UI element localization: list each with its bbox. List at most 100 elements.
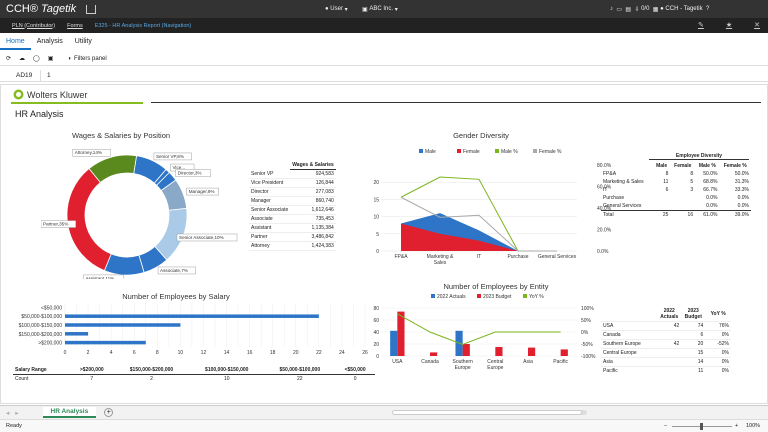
table-cell: Marketing & Sales [603,179,644,185]
y2-tick-label: 40.0% [597,206,612,212]
y-tick-label: $100,000-$150,000 [19,323,63,329]
table-cell: Manager [249,196,291,206]
table-cell: 10 [223,376,230,382]
y-tick-label: 15 [373,197,379,203]
table-cell: 1,135,384 [290,223,336,233]
cloud-icon[interactable]: ☁ [19,56,26,62]
table-cell: Partner [249,232,291,242]
table-cell: 5 [690,179,694,185]
cell-reference[interactable]: AD19 [16,72,33,79]
star-icon[interactable]: ★ [725,22,733,29]
gender-chart-title: Gender Diversity [453,131,509,140]
x-tick-label: FP&A [394,254,408,260]
legend-label: Male [425,149,436,155]
y-tick-label: <$50,000 [41,305,62,311]
donut-label-box [157,266,196,275]
tab-home[interactable]: Home [0,36,31,50]
add-sheet-icon[interactable]: + [104,408,114,417]
x-tick-label: 22 [316,350,322,356]
donut-data-label: Partner,35% [43,222,68,227]
breadcrumb-item[interactable]: PLN (Contributor) [12,22,56,29]
bell-icon[interactable]: ♪ [610,6,617,12]
donut-data-label: Manager,9% [189,189,215,194]
donut-slice [66,167,112,272]
table-row: Pacific 11 0% [601,366,731,375]
legend-swatch [495,149,499,153]
nav-left-icon[interactable]: ◂ [6,409,10,417]
zoom-level: 100% [746,423,761,429]
doc-icon[interactable]: ▤ [625,6,635,13]
table-cell: 42 [657,321,682,331]
refresh-icon[interactable]: ⟳ [6,56,12,62]
x-tick-label: Marketing & [427,254,454,260]
table-cell [657,366,682,375]
breadcrumb-item[interactable]: Forms [67,22,83,29]
close-icon[interactable]: ✕ [754,22,760,29]
entity-menu[interactable]: ▣ ABC Inc. ▾ [362,6,398,13]
table-row: IT 6 3 66.7% 33.3% [601,186,751,194]
tab-analysis[interactable]: Analysis [36,38,63,45]
tenant-name[interactable]: CCH - Tagetik [665,6,703,12]
diversity-table-title: Employee Diversity [649,153,749,160]
legend-label: 2023 Budget [483,294,512,300]
scrollbar-thumb[interactable] [392,410,582,415]
table-row: Central Europe 15 0% [601,348,731,358]
budget-bar [560,349,568,356]
table-cell: 6 [665,187,669,193]
donut-label-box [186,187,219,196]
horizontal-scrollbar[interactable] [392,410,587,415]
salary-chart-title: Number of Employees by Salary [122,292,230,301]
table-cell: Count [15,376,29,382]
table-cell: 22 [297,376,303,382]
table-row: General Services 0.0% 0.0% [601,202,751,211]
x-tick-label: 10 [178,350,184,356]
budget-bar [397,311,405,356]
table-cell: 66.7% [703,187,718,193]
filters-panel-button[interactable]: Filters panel [74,55,107,62]
table-cell: Asia [601,357,658,367]
x-tick-label: 16 [247,350,253,356]
table-cell: 860,740 [290,196,336,206]
calendar-icon[interactable]: ▦ [652,6,661,13]
zoom-slider[interactable] [672,423,732,430]
legend-label: Male % [501,149,518,155]
user-menu[interactable]: ● User ▾ [325,6,348,13]
help-icon[interactable]: ? [705,6,710,12]
table-cell: 16 [670,210,696,219]
donut-data-label: Senior Associate,10% [179,235,224,240]
zoom-out-icon[interactable]: − [664,423,668,429]
table-cell [653,202,671,211]
x-tick-label: 0 [64,350,67,356]
col-header: 2022 Actuals [660,308,679,320]
report-title: HR Analysis [15,109,64,119]
tab-utility[interactable]: Utility [74,38,92,45]
filter-icon[interactable]: ◑ [67,55,72,62]
table-cell: 0% [705,366,731,375]
user-icon: ● [325,6,331,12]
edit-icon[interactable]: ✎ [697,22,704,29]
table-cell: $50,000-$100,000 [264,366,336,375]
download-icon[interactable]: ⇩ [634,6,642,13]
table-cell: Purchase [603,195,625,201]
image-icon[interactable]: ▣ [47,56,54,62]
donut-data-label: Associate,7% [160,268,188,273]
ribbon-tabs: Home Analysis Utility [0,36,98,50]
y-tick-label: 10 [373,215,379,221]
comment-icon[interactable]: ◯ [33,56,40,62]
table-cell: Salary Range [13,366,70,375]
donut-label-box [72,148,111,157]
zoom-in-icon[interactable]: + [735,423,739,429]
breadcrumb-current: E325 - HR Analysis Report (Navigation) [94,22,192,29]
cell-value[interactable]: 1 [47,72,51,79]
home-icon[interactable] [86,4,97,14]
table-cell: 14 [681,357,706,367]
table-cell: 42 [657,339,682,349]
user-avatar-icon[interactable]: ● [660,6,666,12]
nav-right-icon[interactable]: ▸ [15,409,19,417]
sheet-tab-hr-analysis[interactable]: HR Analysis [42,407,97,418]
monitor-icon[interactable]: ▭ [616,6,626,13]
col-header: Female % [723,163,747,169]
budget-bar [528,347,536,356]
table-cell: 20 [681,339,706,349]
legend-swatch [431,294,435,298]
